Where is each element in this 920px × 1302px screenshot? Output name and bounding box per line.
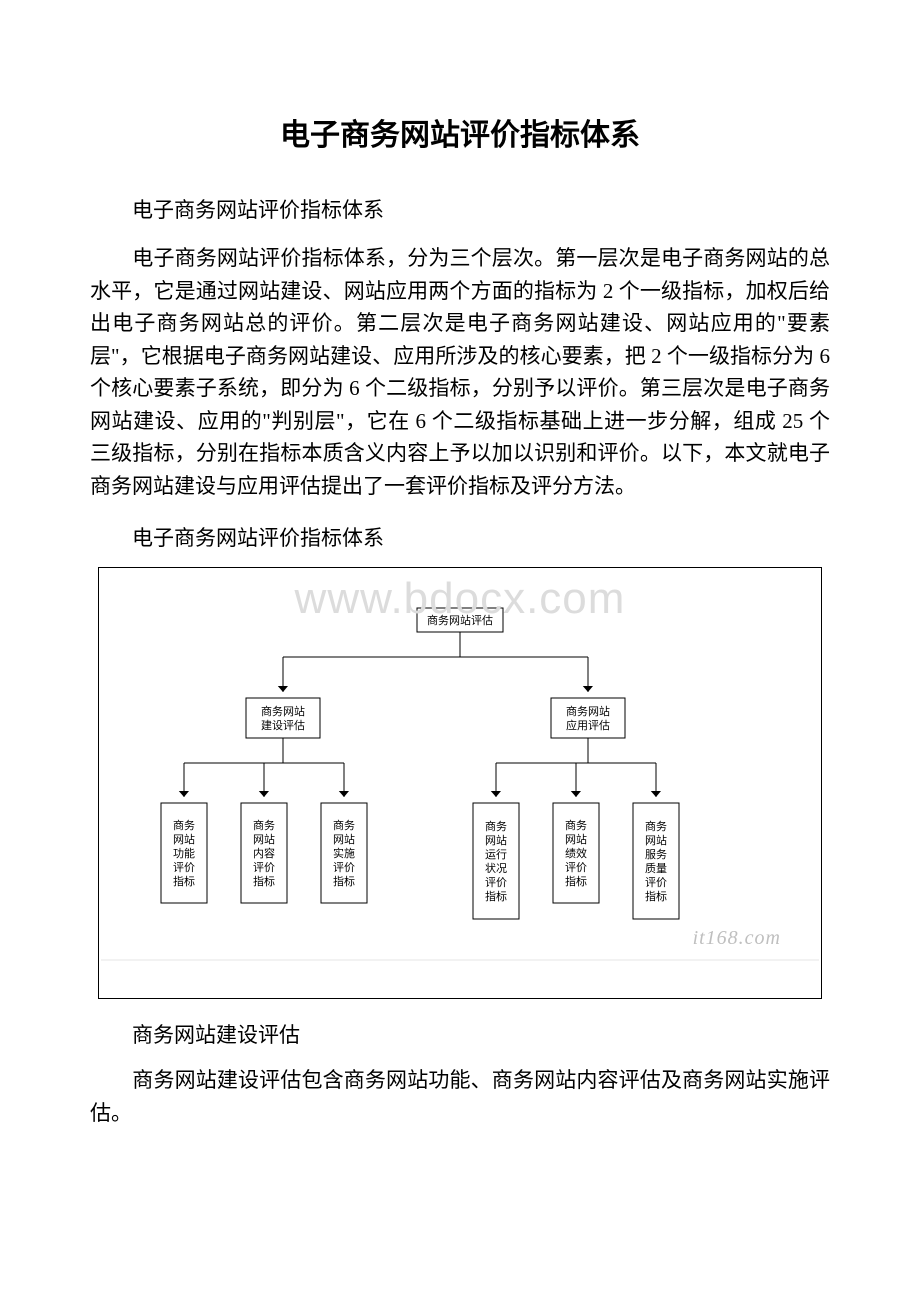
paragraph-1: 电子商务网站评价指标体系，分为三个层次。第一层次是电子商务网站的总水平，它是通过… <box>90 242 830 502</box>
svg-text:商务网站内容评价指标: 商务网站内容评价指标 <box>253 818 275 888</box>
svg-text:商务网站功能评价指标: 商务网站功能评价指标 <box>173 818 195 888</box>
svg-text:商务网站绩效评价指标: 商务网站绩效评价指标 <box>565 818 587 888</box>
document-page: 电子商务网站评价指标体系 电子商务网站评价指标体系 电子商务网站评价指标体系，分… <box>0 0 920 1209</box>
paragraph-2: 商务网站建设评估包含商务网站功能、商务网站内容评估及商务网站实施评估。 <box>90 1064 830 1129</box>
page-title: 电子商务网站评价指标体系 <box>90 110 830 154</box>
diagram-caption: 电子商务网站评价指标体系 <box>90 522 830 552</box>
subtitle: 电子商务网站评价指标体系 <box>90 194 830 224</box>
diagram-container: www.bdocx.com 商务网站评估商务网站建设评估商务网站应用评估商务网站… <box>98 567 822 999</box>
corner-watermark: it168.com <box>693 927 781 950</box>
svg-text:商务网站评估: 商务网站评估 <box>427 613 493 627</box>
section-2-title: 商务网站建设评估 <box>90 1019 830 1049</box>
svg-text:商务网站实施评价指标: 商务网站实施评价指标 <box>333 818 355 888</box>
